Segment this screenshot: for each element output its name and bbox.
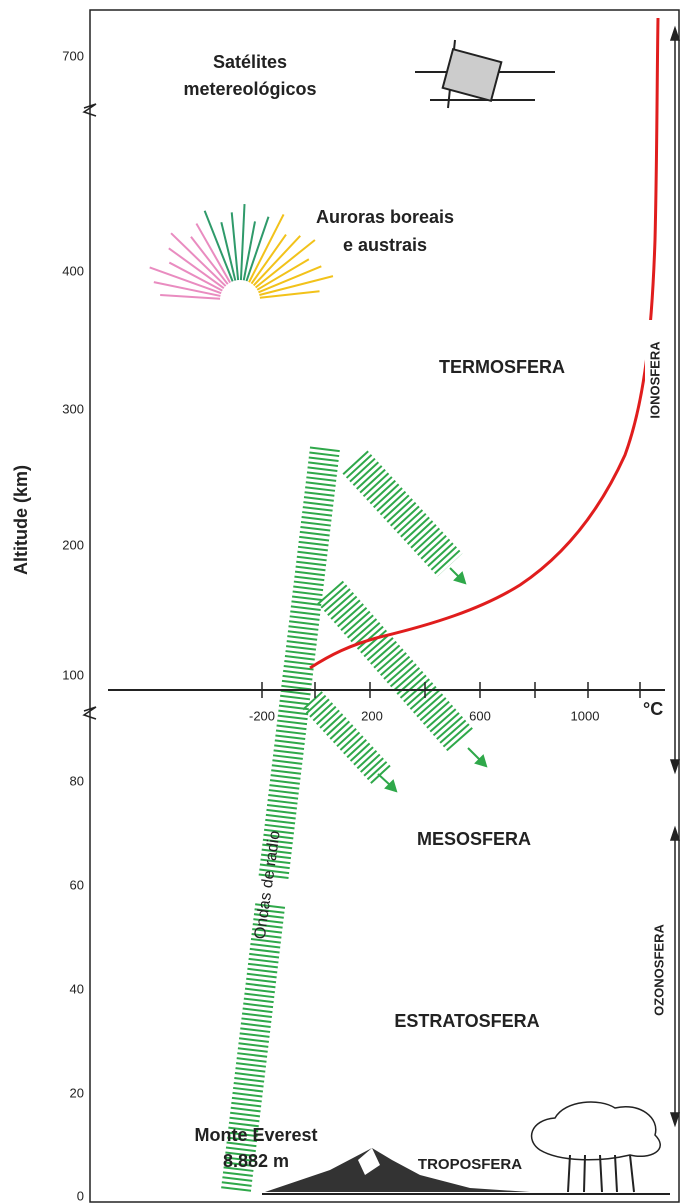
aurora-ray — [170, 232, 227, 287]
everest-label: 8.882 m — [223, 1151, 289, 1171]
aurora-ray — [258, 265, 322, 294]
aurora-ray — [160, 293, 221, 300]
aurora-ray — [230, 212, 240, 281]
aurora-ray — [220, 221, 237, 281]
aurora-ray — [195, 223, 231, 284]
aurora-ray — [250, 233, 287, 285]
aurora-ray — [168, 247, 225, 290]
satellite-icon — [415, 39, 555, 109]
aurora-ray — [252, 235, 301, 287]
temperature-unit: °C — [643, 699, 663, 719]
mountain — [265, 1148, 530, 1192]
y-tick-label: 60 — [70, 877, 84, 892]
axis-break — [82, 103, 97, 117]
ozonosphere-label: OZONOSFERA — [651, 924, 666, 1016]
aurora-rays — [149, 204, 334, 300]
cloud — [530, 1101, 661, 1161]
axis-break — [82, 706, 97, 720]
layer-label: TROPOSFERA — [418, 1156, 522, 1173]
y-tick-label: 80 — [70, 773, 84, 788]
x-tick-label: 600 — [469, 708, 491, 723]
satellite-label: Satélites — [213, 52, 287, 72]
label-backdrop — [174, 867, 356, 913]
temperature-curve — [309, 17, 660, 670]
axis-title: Altitude (km) — [11, 465, 31, 575]
label-backdrop — [648, 905, 672, 1040]
everest-label: Monte Everest — [194, 1125, 317, 1145]
aurora-ray — [245, 216, 270, 282]
y-tick-label: 0 — [77, 1188, 84, 1203]
aurora-ray — [239, 204, 246, 281]
y-tick-label: 40 — [70, 981, 84, 996]
rain — [567, 1154, 635, 1193]
aurora-ray — [259, 275, 334, 296]
aurora-label: e austrais — [343, 235, 427, 255]
satellite-label: metereológicos — [183, 79, 316, 99]
mountain-snow — [358, 1148, 380, 1175]
y-tick-label: 200 — [62, 537, 84, 552]
y-tick-label: 700 — [62, 48, 84, 63]
aurora-ray — [153, 281, 221, 297]
label-backdrop — [645, 320, 667, 440]
radio-waves — [221, 446, 475, 1192]
aurora-ray — [256, 258, 310, 291]
y-tick-label: 300 — [62, 401, 84, 416]
layer-label: TERMOSFERA — [439, 357, 565, 377]
x-tick-label: 1000 — [571, 708, 600, 723]
layer-arrows — [669, 25, 680, 1128]
aurora-ray — [190, 236, 229, 285]
aurora-ray — [203, 210, 234, 282]
y-tick-label: 400 — [62, 263, 84, 278]
temperature-ticks — [261, 682, 641, 698]
x-tick-label: 200 — [361, 708, 383, 723]
aurora-ray — [242, 221, 256, 281]
aurora-ray — [248, 214, 285, 283]
aurora-ray — [254, 239, 316, 289]
ionosphere-label: IONOSFERA — [647, 341, 662, 419]
y-tick-label: 20 — [70, 1085, 84, 1100]
aurora-ray — [259, 290, 320, 299]
x-tick-label: -200 — [249, 708, 275, 723]
aurora-ray — [168, 261, 223, 292]
aurora-ray — [149, 266, 222, 295]
y-tick-label: 100 — [62, 667, 84, 682]
aurora-label: Auroras boreais — [316, 207, 454, 227]
layer-label: ESTRATOSFERA — [394, 1011, 539, 1031]
layer-label: MESOSFERA — [417, 829, 531, 849]
frame — [89, 9, 680, 1203]
radio-arrows — [377, 567, 488, 793]
